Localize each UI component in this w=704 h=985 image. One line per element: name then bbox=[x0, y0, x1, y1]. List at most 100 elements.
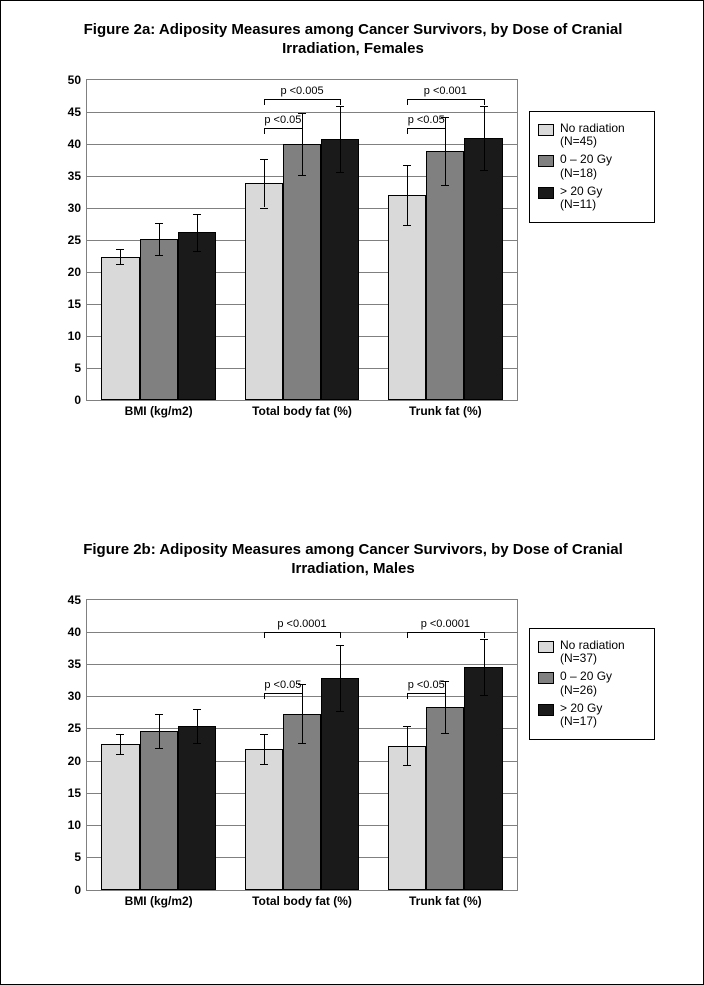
p-value-label: p <0.05 bbox=[264, 679, 301, 691]
p-value-label: p <0.05 bbox=[408, 114, 445, 126]
significance-bracket bbox=[407, 693, 445, 694]
y-tick-label: 5 bbox=[74, 361, 87, 375]
y-tick-label: 15 bbox=[68, 786, 87, 800]
legend-item: > 20 Gy(N=17) bbox=[538, 702, 646, 730]
p-value-label: p <0.0001 bbox=[421, 618, 470, 630]
x-tick-label: Total body fat (%) bbox=[252, 400, 352, 418]
bar bbox=[388, 746, 426, 890]
y-tick-label: 35 bbox=[68, 169, 87, 183]
y-tick-label: 30 bbox=[68, 201, 87, 215]
figure-2a-plot-area: 05101520253035404550BMI (kg/m2)Total bod… bbox=[86, 79, 518, 401]
legend-label: No radiation(N=37) bbox=[560, 639, 625, 667]
legend-label: No radiation(N=45) bbox=[560, 122, 625, 150]
error-cap bbox=[155, 223, 163, 224]
legend-swatch bbox=[538, 641, 554, 653]
figure-2a-panel: Figure 2a: Adiposity Measures among Canc… bbox=[41, 21, 665, 429]
legend-label: > 20 Gy(N=17) bbox=[560, 702, 602, 730]
bar bbox=[101, 744, 139, 890]
legend-swatch bbox=[538, 155, 554, 167]
error-bar bbox=[302, 113, 303, 174]
bar bbox=[245, 749, 283, 889]
significance-bracket bbox=[264, 693, 302, 694]
error-bar bbox=[120, 249, 121, 264]
p-value-label: p <0.05 bbox=[408, 679, 445, 691]
x-tick-label: Trunk fat (%) bbox=[409, 400, 482, 418]
error-cap bbox=[441, 733, 449, 734]
x-tick-label: BMI (kg/m2) bbox=[125, 400, 193, 418]
error-cap bbox=[116, 754, 124, 755]
x-tick-label: Total body fat (%) bbox=[252, 890, 352, 908]
error-bar bbox=[264, 159, 265, 208]
significance-bracket-drop bbox=[302, 128, 303, 134]
bar bbox=[321, 139, 359, 399]
error-bar bbox=[340, 106, 341, 171]
legend-item: > 20 Gy(N=11) bbox=[538, 185, 646, 213]
y-tick-label: 25 bbox=[68, 233, 87, 247]
error-cap bbox=[155, 714, 163, 715]
gridline bbox=[87, 112, 517, 113]
error-bar bbox=[445, 681, 446, 733]
figure-page: Figure 2a: Adiposity Measures among Canc… bbox=[0, 0, 704, 985]
significance-bracket-drop bbox=[264, 632, 265, 638]
error-cap bbox=[336, 645, 344, 646]
error-cap bbox=[116, 734, 124, 735]
significance-bracket-drop bbox=[340, 632, 341, 638]
error-cap bbox=[480, 170, 488, 171]
y-tick-label: 50 bbox=[68, 73, 87, 87]
y-tick-label: 0 bbox=[74, 883, 87, 897]
error-bar bbox=[340, 645, 341, 711]
legend-label: > 20 Gy(N=11) bbox=[560, 185, 602, 213]
error-bar bbox=[159, 223, 160, 255]
significance-bracket-drop bbox=[264, 128, 265, 134]
bar bbox=[283, 144, 321, 399]
significance-bracket-drop bbox=[445, 693, 446, 699]
error-cap bbox=[403, 726, 411, 727]
significance-bracket bbox=[264, 632, 340, 633]
figure-2b-legend: No radiation(N=37) 0 – 20 Gy(N=26) > 20 Gy… bbox=[529, 628, 655, 741]
y-tick-label: 15 bbox=[68, 297, 87, 311]
legend-label: 0 – 20 Gy(N=26) bbox=[560, 670, 612, 698]
figure-2a-title: Figure 2a: Adiposity Measures among Canc… bbox=[71, 21, 635, 59]
legend-item: No radiation(N=45) bbox=[538, 122, 646, 150]
significance-bracket-drop bbox=[484, 99, 485, 105]
significance-bracket-drop bbox=[407, 128, 408, 134]
error-bar bbox=[264, 734, 265, 765]
y-tick-label: 35 bbox=[68, 657, 87, 671]
y-tick-label: 40 bbox=[68, 137, 87, 151]
error-cap bbox=[441, 185, 449, 186]
figure-2b-title: Figure 2b: Adiposity Measures among Canc… bbox=[71, 541, 635, 579]
significance-bracket-drop bbox=[445, 128, 446, 134]
legend-swatch bbox=[538, 704, 554, 716]
error-cap bbox=[260, 208, 268, 209]
error-cap bbox=[260, 764, 268, 765]
error-cap bbox=[260, 159, 268, 160]
gridline bbox=[87, 664, 517, 665]
p-value-label: p <0.001 bbox=[424, 85, 467, 97]
legend-label: 0 – 20 Gy(N=18) bbox=[560, 153, 612, 181]
y-tick-label: 25 bbox=[68, 721, 87, 735]
error-cap bbox=[116, 249, 124, 250]
significance-bracket-drop bbox=[340, 99, 341, 105]
bar bbox=[426, 151, 464, 399]
significance-bracket-drop bbox=[407, 632, 408, 638]
significance-bracket bbox=[264, 128, 302, 129]
error-bar bbox=[159, 714, 160, 748]
figure-2b-panel: Figure 2b: Adiposity Measures among Canc… bbox=[41, 541, 665, 919]
error-bar bbox=[197, 214, 198, 251]
error-cap bbox=[298, 175, 306, 176]
significance-bracket-drop bbox=[302, 693, 303, 699]
p-value-label: p <0.0001 bbox=[277, 618, 326, 630]
error-cap bbox=[480, 106, 488, 107]
y-tick-label: 20 bbox=[68, 265, 87, 279]
bar bbox=[178, 726, 216, 890]
error-cap bbox=[336, 172, 344, 173]
significance-bracket-drop bbox=[264, 99, 265, 105]
legend-swatch bbox=[538, 187, 554, 199]
significance-bracket-drop bbox=[407, 693, 408, 699]
y-tick-label: 40 bbox=[68, 625, 87, 639]
error-bar bbox=[407, 726, 408, 765]
significance-bracket bbox=[407, 632, 483, 633]
bar bbox=[101, 257, 139, 400]
x-tick-label: Trunk fat (%) bbox=[409, 890, 482, 908]
y-tick-label: 45 bbox=[68, 593, 87, 607]
